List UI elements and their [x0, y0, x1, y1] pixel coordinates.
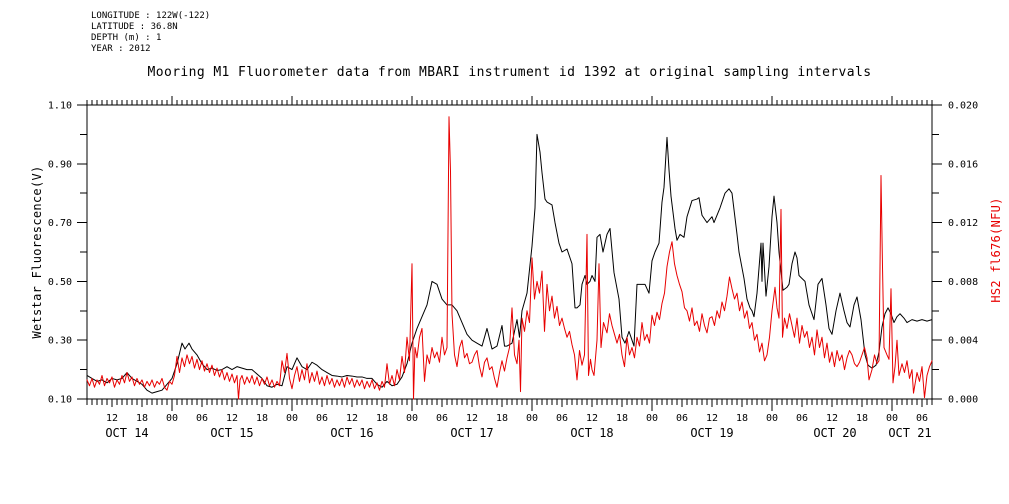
x-hour-label: 06 [916, 413, 928, 424]
x-hour-label: 06 [676, 413, 688, 424]
x-axis-ticks [86, 96, 933, 411]
x-date-label: OCT 19 [690, 426, 733, 440]
y-right-tick-label: 0.012 [948, 218, 978, 229]
x-hour-label: 18 [616, 413, 628, 424]
info-depth: DEPTH (m) : 1 [91, 33, 162, 43]
x-hour-label: 12 [826, 413, 838, 424]
x-hour-label: 18 [376, 413, 388, 424]
y-left-tick-label: 0.30 [48, 336, 72, 347]
x-hour-label: 06 [196, 413, 208, 424]
info-year: YEAR : 2012 [91, 44, 151, 54]
info-latitude: LATITUDE : 36.8N [91, 22, 178, 32]
x-hour-label: 12 [466, 413, 478, 424]
x-hour-label: 18 [136, 413, 148, 424]
series-line-hs2 [86, 116, 933, 400]
x-date-label: OCT 17 [450, 426, 493, 440]
x-date-label: OCT 18 [570, 426, 613, 440]
x-hour-label: 06 [796, 413, 808, 424]
info-longitude: LONGITUDE : 122W(-122) [91, 11, 211, 21]
y-left-tick-label: 0.70 [48, 218, 72, 229]
y-right-tick-label: 0.004 [948, 336, 978, 347]
x-hour-label: 06 [436, 413, 448, 424]
x-hour-label: 18 [496, 413, 508, 424]
x-hour-label: 00 [886, 413, 898, 424]
x-hour-label: 18 [256, 413, 268, 424]
page-title: Mooring M1 Fluorometer data from MBARI i… [147, 65, 872, 80]
y-right-tick-label: 0.000 [948, 395, 978, 406]
x-hour-label: 00 [526, 413, 538, 424]
header-info-block: LONGITUDE : 122W(-122) LATITUDE : 36.8N … [91, 11, 210, 55]
x-hour-label: 12 [706, 413, 718, 424]
y-left-tick-label: 0.10 [48, 395, 72, 406]
x-hour-label: 18 [736, 413, 748, 424]
x-date-label: OCT 21 [888, 426, 931, 440]
x-date-label: OCT 16 [330, 426, 373, 440]
series-line-wetstar [86, 133, 933, 394]
x-date-label: OCT 15 [210, 426, 253, 440]
y-left-tick-label: 1.10 [48, 101, 72, 112]
y-left-tick-label: 0.90 [48, 159, 72, 170]
x-hour-label: 00 [646, 413, 658, 424]
x-hour-label: 06 [556, 413, 568, 424]
y-right-tick-label: 0.020 [948, 101, 978, 112]
x-hour-label: 06 [316, 413, 328, 424]
x-hour-label: 12 [226, 413, 238, 424]
x-date-label: OCT 20 [813, 426, 856, 440]
plot-frame [86, 104, 933, 400]
y-right-tick-labels: 0.000 0.004 0.008 0.012 0.016 0.020 [948, 101, 978, 406]
y-right-tick-label: 0.016 [948, 159, 978, 170]
x-hour-label: 12 [586, 413, 598, 424]
y-left-tick-labels: 0.10 0.30 0.50 0.70 0.90 1.10 [48, 101, 72, 406]
x-date-label: OCT 14 [105, 426, 148, 440]
y-axis-ticks [77, 104, 942, 400]
x-hour-label: 12 [346, 413, 358, 424]
x-hour-label: 12 [106, 413, 118, 424]
y-right-tick-label: 0.008 [948, 277, 978, 288]
x-date-labels: OCT 14 OCT 15 OCT 16 OCT 17 OCT 18 OCT 19 OCT … [105, 426, 931, 440]
x-hour-label: 00 [766, 413, 778, 424]
x-hour-label: 18 [856, 413, 868, 424]
x-hour-label: 00 [286, 413, 298, 424]
x-hour-label: 00 [166, 413, 178, 424]
x-hour-label: 00 [406, 413, 418, 424]
y-left-tick-label: 0.50 [48, 277, 72, 288]
x-hour-labels: 12 18 00 06 12 18 00 06 12 18 00 06 12 18 00 06 12 18 00 06… [106, 413, 928, 424]
